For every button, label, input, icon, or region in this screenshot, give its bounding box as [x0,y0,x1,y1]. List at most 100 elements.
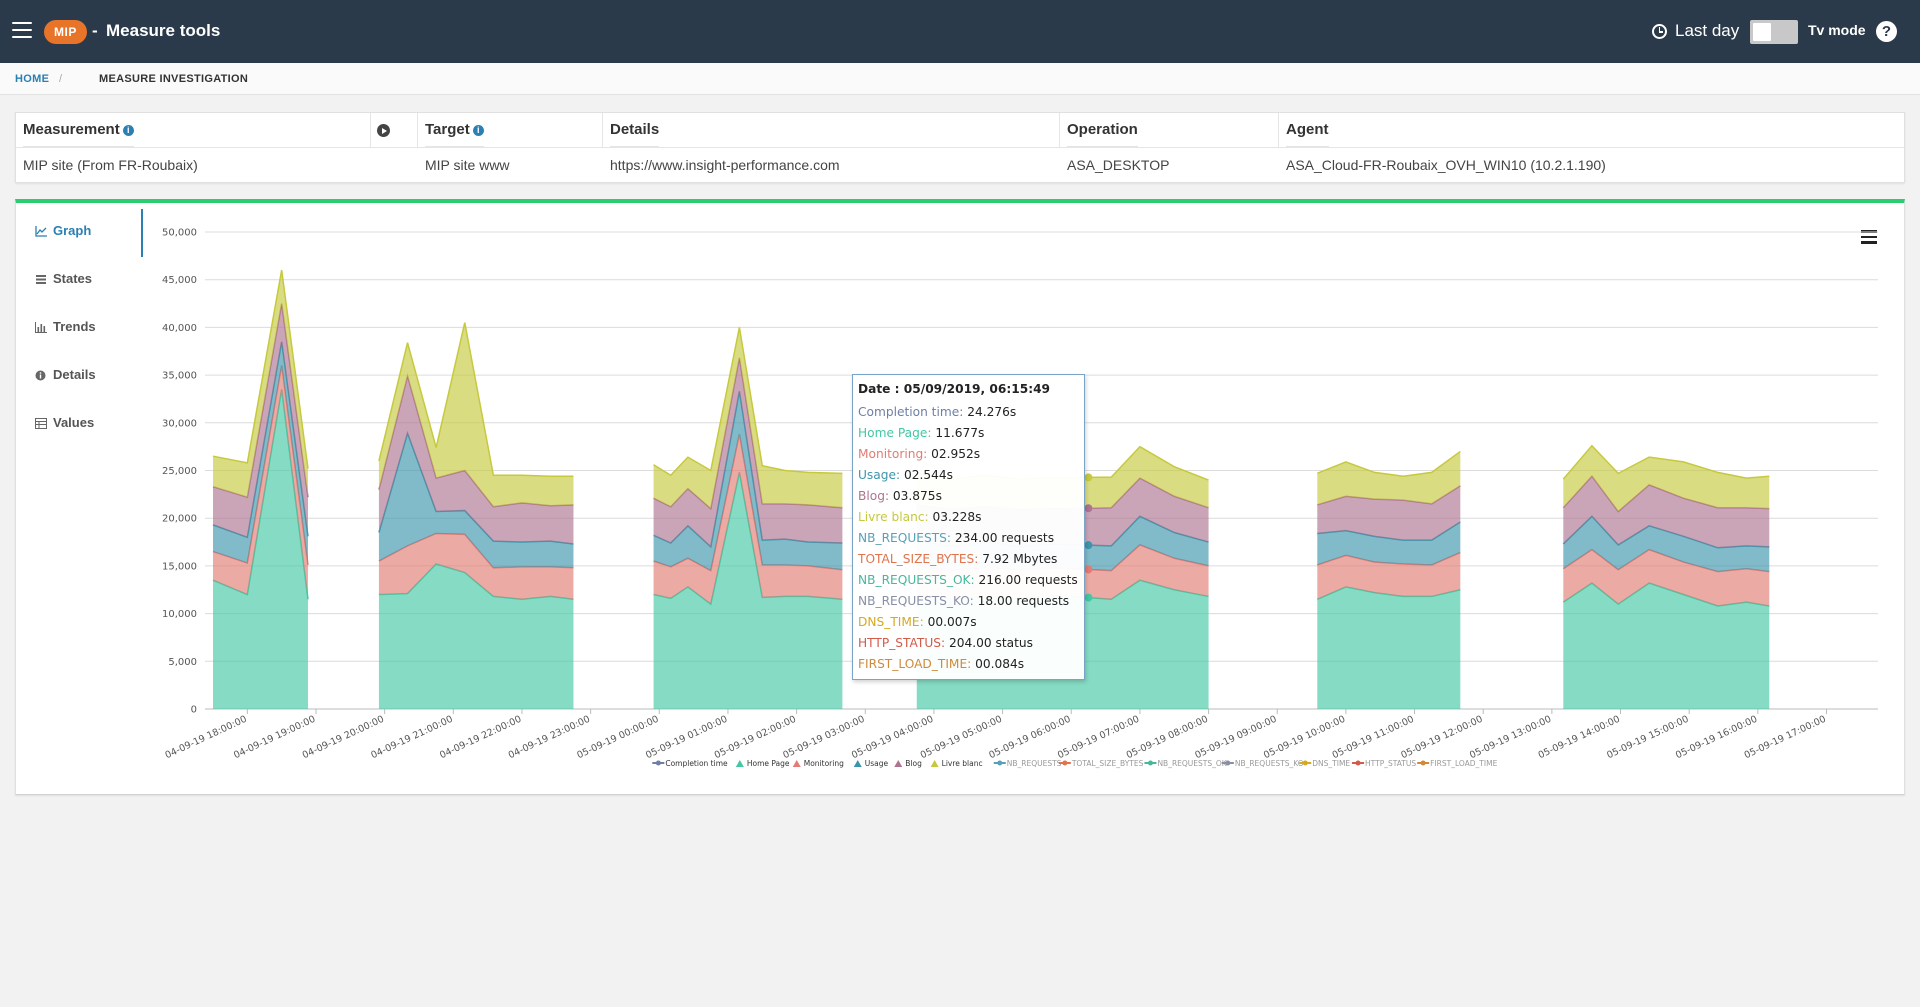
legend-marker [930,760,939,767]
tooltip-row-label: Monitoring: [858,447,928,461]
tooltip-row-value: 02.544s [900,468,953,482]
series-line-livre-blanc [1317,450,1461,477]
header-agent[interactable]: Agent [1286,113,1329,147]
area-blog [1317,485,1461,541]
y-tick-label: 40,000 [162,323,197,334]
tooltip-row-label: NB_REQUESTS: [858,531,951,545]
tab-graph-label: Graph [53,222,92,238]
app-title: Measure tools [106,21,221,40]
tab-states-label: States [53,270,93,286]
area-monitoring [1563,549,1770,606]
area-monitoring [1317,552,1461,600]
column-separator [1059,113,1060,147]
y-tick-label: 35,000 [162,371,197,382]
breadcrumb-home[interactable]: HOME [15,73,50,85]
help-icon[interactable]: ? [1876,21,1897,42]
legend-item[interactable]: Completion time [665,759,728,768]
column-separator [602,113,603,147]
cell-details[interactable]: https://www.insight-performance.com [610,157,840,173]
legend-item[interactable]: DNS_TIME [1312,759,1350,768]
breadcrumb: HOME / MEASURE INVESTIGATION [0,63,1920,95]
legend-marker-dot [1225,760,1231,766]
list-icon [35,273,47,284]
tooltip-row-label: TOTAL_SIZE_BYTES: [858,552,979,566]
tab-states[interactable]: States [35,268,92,288]
chart-tooltip: Date : 05/09/2019, 06:15:49 Completion t… [852,374,1085,680]
header-measurement[interactable]: Measurement i [23,113,134,147]
legend-marker-dot [1302,760,1308,766]
area-usage [1563,516,1770,572]
y-tick-label: 50,000 [162,228,197,239]
y-tick-label: 25,000 [162,466,197,477]
tab-values-label: Values [53,414,95,430]
chart-menu-icon[interactable] [1861,230,1877,244]
tab-details-label: Details [53,366,96,382]
title-separator: - [92,21,98,40]
line-chart-icon [35,225,47,237]
header-target[interactable]: Target i [425,113,484,147]
area-livre-blanc [378,322,574,507]
area-livre-blanc [1563,445,1770,512]
legend-item[interactable]: HTTP_STATUS [1365,759,1416,768]
active-tab-indicator [141,209,143,257]
legend-item[interactable]: Usage [865,759,889,768]
legend-item[interactable]: Livre blanc [942,759,983,768]
period-label: Last day [1675,21,1740,40]
area-blog [653,357,843,547]
top-bar: MIP - Measure tools Last day Tv mode ? [0,0,1920,63]
column-separator [417,113,418,147]
area-usage [213,341,308,565]
tooltip-row-value: 03.228s [928,510,982,524]
hover-marker [1084,541,1093,550]
legend-item[interactable]: NB_REQUESTS [1007,759,1062,768]
tab-trends[interactable]: Trends [35,316,96,336]
tooltip-row-value: 00.084s [971,657,1025,671]
tooltip-row-label: FIRST_LOAD_TIME: [858,657,972,671]
tooltip-row-value: 216.00 requests [974,573,1078,587]
legend-marker [894,760,903,767]
info-icon[interactable]: i [472,125,484,136]
series-line-monitoring [212,365,309,566]
tooltip-row: Usage: 02.544s [858,465,1079,486]
tv-mode-toggle[interactable] [1750,20,1798,44]
tab-details[interactable]: Details [35,364,96,384]
tooltip-row-label: Completion time: [858,405,964,419]
tab-values[interactable]: Values [35,412,94,432]
hover-marker [1084,565,1093,574]
area-usage [378,433,574,568]
tooltip-row: NB_REQUESTS_OK: 216.00 requests [858,570,1079,591]
tooltip-row-value: 11.677s [931,426,985,440]
legend-item[interactable]: Monitoring [804,759,844,768]
menu-icon[interactable] [12,21,32,39]
play-icon[interactable] [377,124,390,137]
area-livre-blanc [1317,451,1461,505]
tooltip-row-label: Blog: [858,489,890,503]
tab-graph[interactable]: Graph [35,220,91,240]
y-tick-label: 20,000 [162,514,197,525]
header-operation[interactable]: Operation [1067,113,1138,147]
legend-item[interactable]: Home Page [747,759,790,768]
legend-item[interactable]: Blog [905,759,922,768]
tooltip-row: FIRST_LOAD_TIME: 00.084s [858,654,1079,675]
column-separator [1278,113,1279,147]
tooltip-row-value: 234.00 requests [950,531,1055,545]
cell-agent: ASA_Cloud-FR-Roubaix_OVH_WIN10 (10.2.1.1… [1286,157,1606,173]
tab-trends-label: Trends [53,318,96,334]
legend-item[interactable]: NB_REQUESTS_OK [1157,759,1227,768]
tooltip-row: Monitoring: 02.952s [858,444,1079,465]
tooltip-row-label: HTTP_STATUS: [858,636,946,650]
app-logo[interactable]: MIP [44,20,87,44]
legend-item[interactable]: FIRST_LOAD_TIME [1430,759,1497,768]
tooltip-row-value: 18.00 requests [973,594,1070,608]
info-icon[interactable]: i [122,125,134,136]
tooltip-row-value: 24.276s [963,405,1017,419]
y-tick-label: 10,000 [162,609,197,620]
legend-item[interactable]: NB_REQUESTS_KO [1235,759,1304,768]
header-details[interactable]: Details [610,113,660,147]
series-line-livre-blanc [653,327,843,477]
legend-item[interactable]: TOTAL_SIZE_BYTES [1071,759,1144,768]
hover-marker [1084,593,1093,602]
area-blog [1563,476,1770,548]
area-livre-blanc [213,270,308,498]
period-selector[interactable]: Last day [1652,20,1739,42]
